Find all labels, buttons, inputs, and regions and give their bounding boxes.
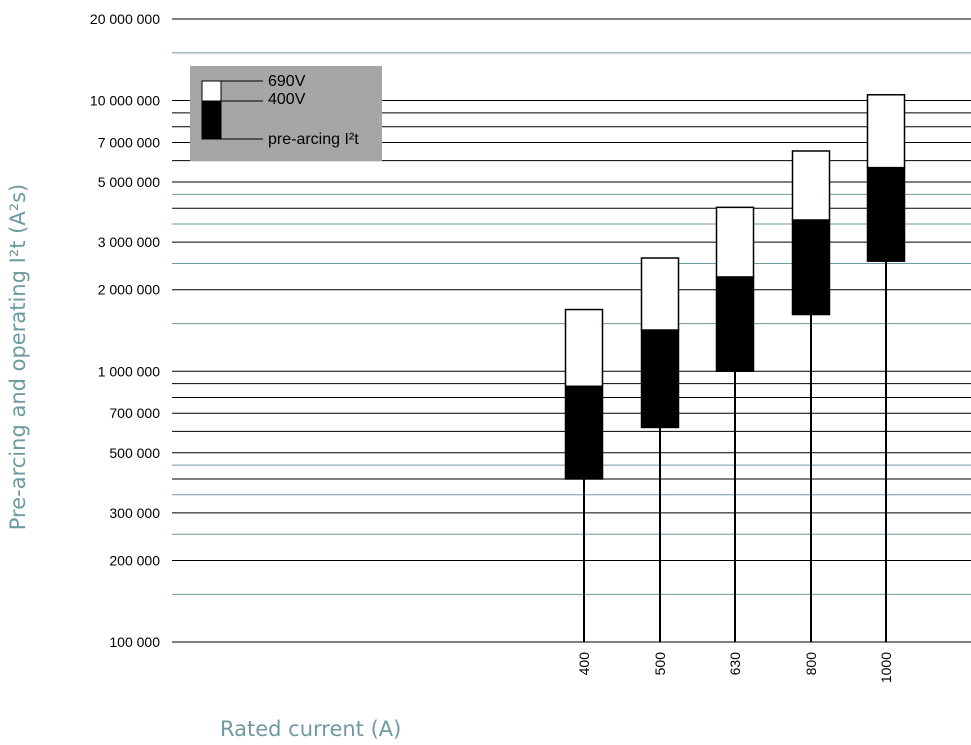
bar-prearcing bbox=[715, 276, 755, 373]
bar-operating bbox=[564, 308, 604, 388]
bars bbox=[564, 94, 906, 642]
y-tick-label: 100 000 bbox=[109, 634, 160, 650]
bar-prearcing bbox=[640, 329, 680, 429]
legend-swatch-black bbox=[201, 100, 222, 140]
y-tick-label: 5 000 000 bbox=[98, 174, 160, 190]
legend-label-prearcing: pre-arcing I²t bbox=[268, 131, 359, 148]
legend-label-690v: 690V bbox=[268, 73, 306, 90]
bar-prearcing bbox=[791, 219, 831, 316]
y-tick-label: 20 000 000 bbox=[90, 11, 160, 27]
y-tick-label: 300 000 bbox=[109, 505, 160, 521]
bar-prearcing bbox=[866, 166, 906, 262]
y-tick-label: 10 000 000 bbox=[90, 93, 160, 109]
y-tick-label: 3 000 000 bbox=[98, 234, 160, 250]
bar-prearcing bbox=[564, 385, 604, 480]
y-tick-label: 1 000 000 bbox=[98, 363, 160, 379]
x-tick-label: 630 bbox=[727, 652, 743, 676]
legend: 690V 400V pre-arcing I²t bbox=[190, 66, 382, 161]
bar-operating bbox=[640, 257, 680, 331]
x-axis-title: Rated current (A) bbox=[220, 717, 401, 740]
legend-label-400v: 400V bbox=[268, 91, 306, 108]
y-tick-label: 700 000 bbox=[109, 405, 160, 421]
y-axis-title: Pre-arcing and operating I²t (A²s) bbox=[6, 184, 30, 531]
legend-swatch-white bbox=[201, 80, 222, 102]
y-tick-labels: 20 000 000 10 000 000 7 000 000 5 000 000 3 … bbox=[90, 11, 160, 650]
x-tick-label: 800 bbox=[803, 652, 819, 676]
bar-operating bbox=[866, 94, 906, 169]
x-tick-labels: 400 500 630 800 1000 bbox=[576, 652, 894, 683]
y-tick-label: 2 000 000 bbox=[98, 282, 160, 298]
y-tick-label: 200 000 bbox=[109, 552, 160, 568]
legend-background bbox=[190, 66, 382, 161]
x-tick-label: 1000 bbox=[878, 652, 894, 683]
x-tick-label: 500 bbox=[652, 652, 668, 676]
y-tick-label: 7 000 000 bbox=[98, 134, 160, 150]
bar-operating bbox=[715, 206, 755, 278]
x-tick-label: 400 bbox=[576, 652, 592, 676]
bar-operating bbox=[791, 150, 831, 221]
y-tick-label: 500 000 bbox=[109, 445, 160, 461]
